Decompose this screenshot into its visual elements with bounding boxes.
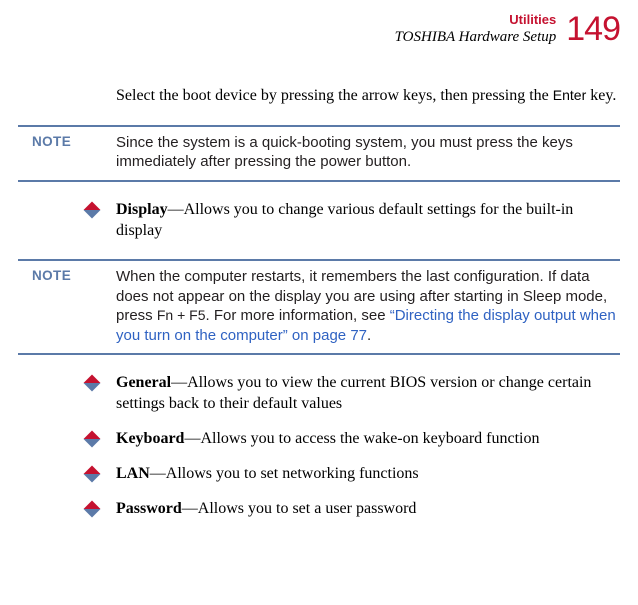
bullet-display-term: Display: [116, 201, 168, 218]
note-block-2: NOTE When the computer restarts, it reme…: [18, 259, 620, 355]
bullet-lan: LAN—Allows you to set networking functio…: [86, 464, 620, 485]
bullet-general-text: General—Allows you to view the current B…: [116, 373, 620, 415]
bullet-password-term: Password: [116, 500, 182, 517]
bullet-password: Password—Allows you to set a user passwo…: [86, 499, 620, 520]
note-label-cell: NOTE: [18, 133, 116, 151]
note-rule-bottom-2: [18, 353, 620, 355]
note-rule-top: [18, 125, 620, 127]
diamond-icon: [86, 377, 98, 389]
header-right: Utilities TOSHIBA Hardware Setup 149: [395, 12, 620, 46]
diamond-icon: [86, 433, 98, 445]
note-rule-bottom: [18, 180, 620, 182]
bullet-general: General—Allows you to view the current B…: [86, 373, 620, 415]
note-label-cell-2: NOTE: [18, 267, 116, 285]
bullet-display-text: Display—Allows you to change various def…: [116, 200, 620, 242]
note-label-2: NOTE: [32, 268, 71, 283]
note-label: NOTE: [32, 134, 71, 149]
diamond-icon: [86, 204, 98, 216]
bullet-password-text: Password—Allows you to set a user passwo…: [116, 499, 620, 520]
page-header: Utilities TOSHIBA Hardware Setup 149: [18, 12, 620, 56]
bullet-lan-rest: —Allows you to set networking functions: [150, 465, 419, 482]
bullet-lan-text: LAN—Allows you to set networking functio…: [116, 464, 620, 485]
bullet-keyboard: Keyboard—Allows you to access the wake-o…: [86, 429, 620, 450]
note2-part2: . For more information, see: [206, 307, 390, 324]
note-block-1: NOTE Since the system is a quick-booting…: [18, 125, 620, 182]
note2-part3: .: [367, 327, 371, 344]
bullet-display: Display—Allows you to change various def…: [86, 200, 620, 242]
note-row: NOTE Since the system is a quick-booting…: [18, 131, 620, 174]
bullet-display-rest: —Allows you to change various default se…: [116, 201, 573, 239]
diamond-icon: [86, 503, 98, 515]
header-titles: Utilities TOSHIBA Hardware Setup: [395, 12, 557, 46]
page-number: 149: [566, 12, 620, 46]
note-text: Since the system is a quick-booting syst…: [116, 133, 620, 172]
page: Utilities TOSHIBA Hardware Setup 149 Sel…: [0, 0, 638, 543]
intro-pre: Select the boot device by pressing the a…: [116, 87, 553, 104]
bullet-lan-term: LAN: [116, 465, 150, 482]
fn-f5-key: Fn + F5: [157, 307, 206, 323]
intro-post: key.: [586, 87, 616, 104]
bullet-general-rest: —Allows you to view the current BIOS ver…: [116, 374, 591, 412]
chapter-name: Utilities: [395, 12, 557, 28]
bullet-general-term: General: [116, 374, 171, 391]
section-name: TOSHIBA Hardware Setup: [395, 28, 557, 46]
diamond-icon: [86, 468, 98, 480]
page-body: Select the boot device by pressing the a…: [18, 86, 620, 519]
bullet-keyboard-rest: —Allows you to access the wake-on keyboa…: [184, 430, 539, 447]
note-row-2: NOTE When the computer restarts, it reme…: [18, 265, 620, 347]
enter-key: Enter: [553, 87, 586, 103]
intro-paragraph: Select the boot device by pressing the a…: [116, 86, 620, 107]
bullet-keyboard-term: Keyboard: [116, 430, 184, 447]
note-text-2: When the computer restarts, it remembers…: [116, 267, 620, 345]
bullet-keyboard-text: Keyboard—Allows you to access the wake-o…: [116, 429, 620, 450]
bullet-password-rest: —Allows you to set a user password: [182, 500, 417, 517]
note-rule-top-2: [18, 259, 620, 261]
